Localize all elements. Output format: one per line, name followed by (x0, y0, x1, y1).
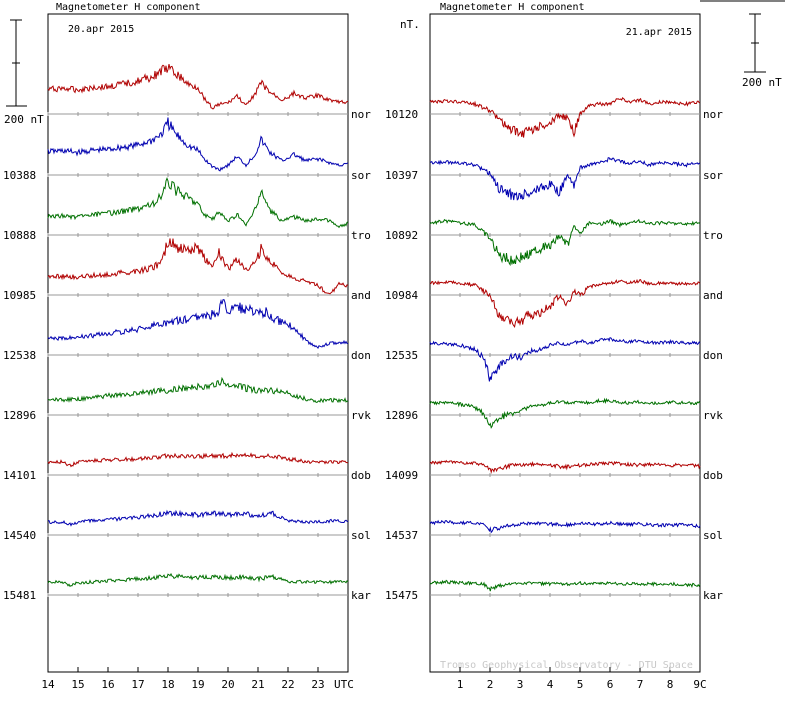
left-station-label-sor: sor (351, 169, 371, 182)
right-x-tick-label: 4 (547, 678, 554, 691)
right-x-tick-label: 6 (607, 678, 614, 691)
left-x-tick-label: 21 (251, 678, 264, 691)
left-station-label-and: and (351, 289, 371, 302)
right-baseline-value-kar: 15475 (385, 589, 418, 602)
left-baseline-value-sor: 10388 (3, 169, 36, 182)
right-x-tick-label: 3 (517, 678, 524, 691)
right-baseline-value-and: 10984 (385, 289, 418, 302)
right-x-tick-label: 5 (577, 678, 584, 691)
right-baseline-value-sor: 10397 (385, 169, 418, 182)
right-baseline-value-nor: 10120 (385, 108, 418, 121)
right-trace-dob (429, 459, 701, 474)
left-x-tick-label: 22 (281, 678, 294, 691)
right-station-label-don: don (703, 349, 723, 362)
left-baseline-value-and: 10985 (3, 289, 36, 302)
right-trace-rvk (429, 397, 701, 429)
left-baseline-value-don: 12538 (3, 349, 36, 362)
left-station-label-kar: kar (351, 589, 371, 602)
left-trace-tro (47, 177, 349, 229)
left-baseline-value-kar: 15481 (3, 589, 36, 602)
right-trace-tro (429, 218, 701, 267)
left-station-label-sol: sol (351, 529, 371, 542)
right-trace-don (429, 337, 701, 382)
left-trace-rvk (47, 376, 349, 404)
left-trace-don (47, 299, 349, 350)
right-trace-sor (429, 157, 701, 201)
right-station-label-and: and (703, 289, 723, 302)
left-station-label-tro: tro (351, 229, 371, 242)
left-trace-sor (47, 117, 349, 172)
left-scale-label: 200 nT (4, 113, 44, 126)
left-x-tick-label: 18 (161, 678, 174, 691)
left-station-label-rvk: rvk (351, 409, 371, 422)
left-x-tick-label: UTC (334, 678, 354, 691)
right-trace-and (429, 278, 701, 329)
credit-text: Tromso Geophysical Observatory - DTU Spa… (440, 660, 693, 671)
left-x-tick-label: 20 (221, 678, 234, 691)
left-chart-title: Magnetometer H component (56, 2, 201, 13)
left-date-label: 20.apr 2015 (68, 24, 134, 35)
left-baseline-value-dob: 14101 (3, 469, 36, 482)
left-x-tick-label: 15 (71, 678, 84, 691)
left-trace-kar (47, 572, 349, 588)
right-x-tick-label: 9C (693, 678, 706, 691)
left-trace-sol (47, 509, 349, 527)
right-x-tick-label: 8 (667, 678, 674, 691)
left-x-tick-label: 17 (131, 678, 144, 691)
right-baseline-value-rvk: 12896 (385, 409, 418, 422)
left-station-label-don: don (351, 349, 371, 362)
right-station-label-kar: kar (703, 589, 723, 602)
right-baseline-value-tro: 10892 (385, 229, 418, 242)
right-baseline-value-don: 12535 (385, 349, 418, 362)
right-x-tick-label: 2 (487, 678, 494, 691)
right-trace-nor (429, 96, 701, 138)
right-chart-title: Magnetometer H component (440, 2, 585, 13)
right-trace-sol (429, 519, 701, 534)
left-baseline-value-sol: 14540 (3, 529, 36, 542)
left-station-label-nor: nor (351, 108, 371, 121)
left-trace-nor (47, 63, 349, 110)
right-x-tick-label: 7 (637, 678, 644, 691)
right-scale-label: 200 nT (742, 76, 782, 89)
left-trace-and (47, 238, 349, 295)
left-x-tick-label: 19 (191, 678, 204, 691)
right-x-tick-label: 1 (457, 678, 464, 691)
right-station-label-tro: tro (703, 229, 723, 242)
right-station-label-sol: sol (703, 529, 723, 542)
left-baseline-value-rvk: 12896 (3, 409, 36, 422)
left-x-tick-label: 16 (101, 678, 114, 691)
right-baseline-value-dob: 14099 (385, 469, 418, 482)
right-station-label-sor: sor (703, 169, 723, 182)
left-trace-dob (47, 451, 349, 468)
right-trace-kar (429, 579, 701, 592)
left-baseline-value-tro: 10888 (3, 229, 36, 242)
right-station-label-nor: nor (703, 108, 723, 121)
left-x-tick-label: 23 (311, 678, 324, 691)
left-x-tick-label: 14 (41, 678, 55, 691)
right-station-label-rvk: rvk (703, 409, 723, 422)
left-station-label-dob: dob (351, 469, 371, 482)
right-date-label: 21.apr 2015 (626, 27, 692, 38)
right-unit-label: nT. (400, 18, 420, 31)
right-station-label-dob: dob (703, 469, 723, 482)
right-baseline-value-sol: 14537 (385, 529, 418, 542)
